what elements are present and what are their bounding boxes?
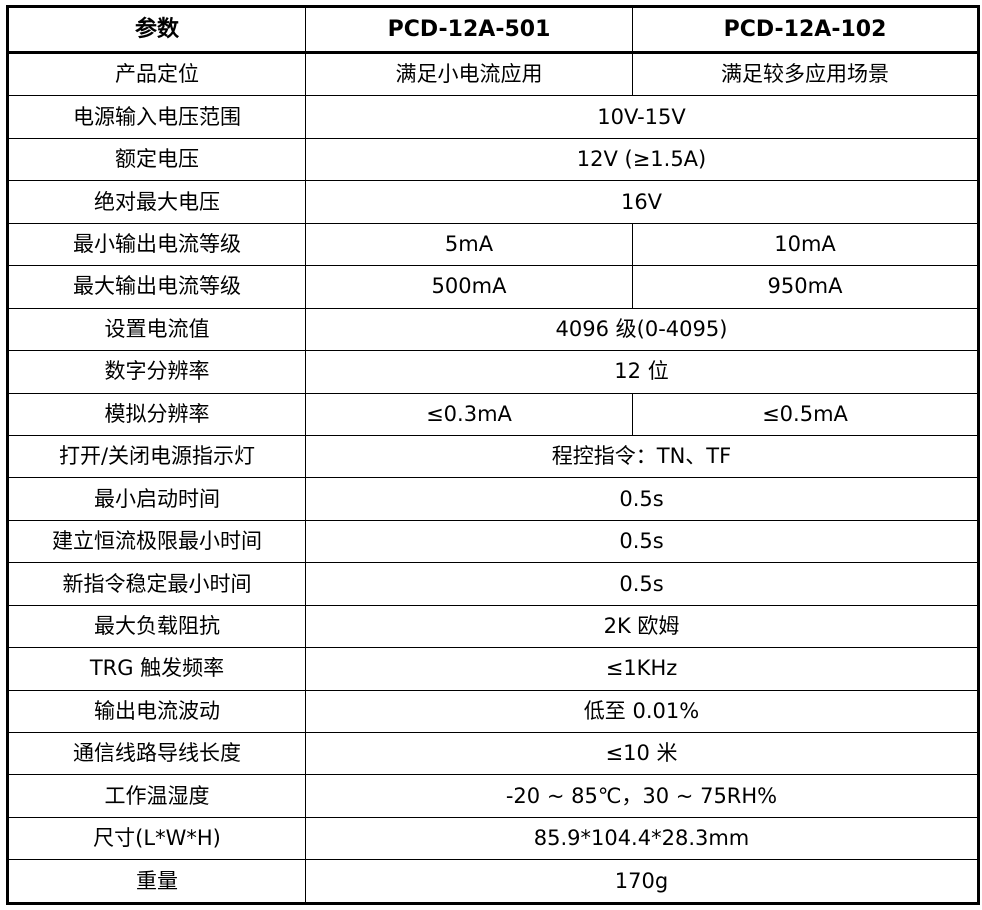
header-param: 参数 xyxy=(7,6,306,54)
value-cell: ≤0.5mA xyxy=(632,392,979,436)
spec-table: 参数 PCD-12A-501 PCD-12A-102 产品定位 满足小电流应用 满足… xyxy=(6,5,980,905)
param-name-cell: 工作温湿度 xyxy=(7,774,306,818)
table-row: 最大负载阻抗 2K 欧姆 xyxy=(7,604,979,649)
table-row: 最小输出电流等级 5mA 10mA xyxy=(7,222,979,267)
param-name-cell: 设置电流值 xyxy=(7,307,306,352)
table-row: 最大输出电流等级 500mA 950mA xyxy=(7,265,979,309)
table-row: 重量 170g xyxy=(7,859,979,904)
value-cell: 16V xyxy=(305,180,979,224)
value-cell: 低至 0.01% xyxy=(305,689,979,734)
value-cell: 0.5s xyxy=(305,477,979,521)
param-name-cell: 最大输出电流等级 xyxy=(7,265,306,309)
header-model-501: PCD-12A-501 xyxy=(305,6,633,54)
param-name-cell: 重量 xyxy=(7,859,306,904)
table-row: 尺寸(L*W*H) 85.9*104.4*28.3mm xyxy=(7,816,979,861)
param-name-cell: 绝对最大电压 xyxy=(7,180,306,224)
value-cell: 满足小电流应用 xyxy=(305,51,633,97)
value-cell: 12 位 xyxy=(305,350,979,394)
value-cell: 5mA xyxy=(305,222,633,267)
param-name-cell: 尺寸(L*W*H) xyxy=(7,816,306,861)
table-row: 建立恒流极限最小时间 0.5s xyxy=(7,519,979,564)
value-cell: 10mA xyxy=(632,222,979,267)
value-cell: 0.5s xyxy=(305,519,979,564)
param-name-cell: 最大负载阻抗 xyxy=(7,604,306,649)
value-cell: 170g xyxy=(305,859,979,904)
value-cell: -20 ~ 85℃，30 ~ 75RH% xyxy=(305,774,979,818)
param-name-cell: 电源输入电压范围 xyxy=(7,95,306,139)
value-cell: 500mA xyxy=(305,265,633,309)
table-row: 模拟分辨率 ≤0.3mA ≤0.5mA xyxy=(7,392,979,436)
value-cell: 12V (≥1.5A) xyxy=(305,137,979,182)
value-cell: 2K 欧姆 xyxy=(305,604,979,649)
table-row: TRG 触发频率 ≤1KHz xyxy=(7,647,979,691)
header-row: 参数 PCD-12A-501 PCD-12A-102 xyxy=(7,6,979,54)
header-model-102: PCD-12A-102 xyxy=(632,6,979,54)
value-cell: 10V-15V xyxy=(305,95,979,139)
table-row: 输出电流波动 低至 0.01% xyxy=(7,689,979,734)
param-name-cell: 模拟分辨率 xyxy=(7,392,306,436)
param-name-cell: 新指令稳定最小时间 xyxy=(7,562,306,606)
value-cell: 85.9*104.4*28.3mm xyxy=(305,816,979,861)
param-name-cell: 额定电压 xyxy=(7,137,306,182)
param-name-cell: 数字分辨率 xyxy=(7,350,306,394)
param-name-cell: 通信线路导线长度 xyxy=(7,732,306,776)
value-cell: 0.5s xyxy=(305,562,979,606)
param-name-cell: 产品定位 xyxy=(7,51,306,97)
value-cell: ≤10 米 xyxy=(305,732,979,776)
table-row: 绝对最大电压 16V xyxy=(7,180,979,224)
table-row: 打开/关闭电源指示灯 程控指令：TN、TF xyxy=(7,434,979,479)
value-cell: 950mA xyxy=(632,265,979,309)
value-cell: 满足较多应用场景 xyxy=(632,51,979,97)
table-row: 设置电流值 4096 级(0-4095) xyxy=(7,307,979,352)
table-row: 工作温湿度 -20 ~ 85℃，30 ~ 75RH% xyxy=(7,774,979,818)
table-row: 最小启动时间 0.5s xyxy=(7,477,979,521)
param-name-cell: 最小输出电流等级 xyxy=(7,222,306,267)
param-name-cell: 打开/关闭电源指示灯 xyxy=(7,434,306,479)
value-cell: 4096 级(0-4095) xyxy=(305,307,979,352)
table-row: 电源输入电压范围 10V-15V xyxy=(7,95,979,139)
table-row: 产品定位 满足小电流应用 满足较多应用场景 xyxy=(7,51,979,97)
value-cell: ≤1KHz xyxy=(305,647,979,691)
table-row: 通信线路导线长度 ≤10 米 xyxy=(7,732,979,776)
value-cell: 程控指令：TN、TF xyxy=(305,434,979,479)
table-row: 额定电压 12V (≥1.5A) xyxy=(7,137,979,182)
value-cell: ≤0.3mA xyxy=(305,392,633,436)
table-row: 新指令稳定最小时间 0.5s xyxy=(7,562,979,606)
table-row: 数字分辨率 12 位 xyxy=(7,350,979,394)
param-name-cell: TRG 触发频率 xyxy=(7,647,306,691)
param-name-cell: 输出电流波动 xyxy=(7,689,306,734)
param-name-cell: 最小启动时间 xyxy=(7,477,306,521)
param-name-cell: 建立恒流极限最小时间 xyxy=(7,519,306,564)
